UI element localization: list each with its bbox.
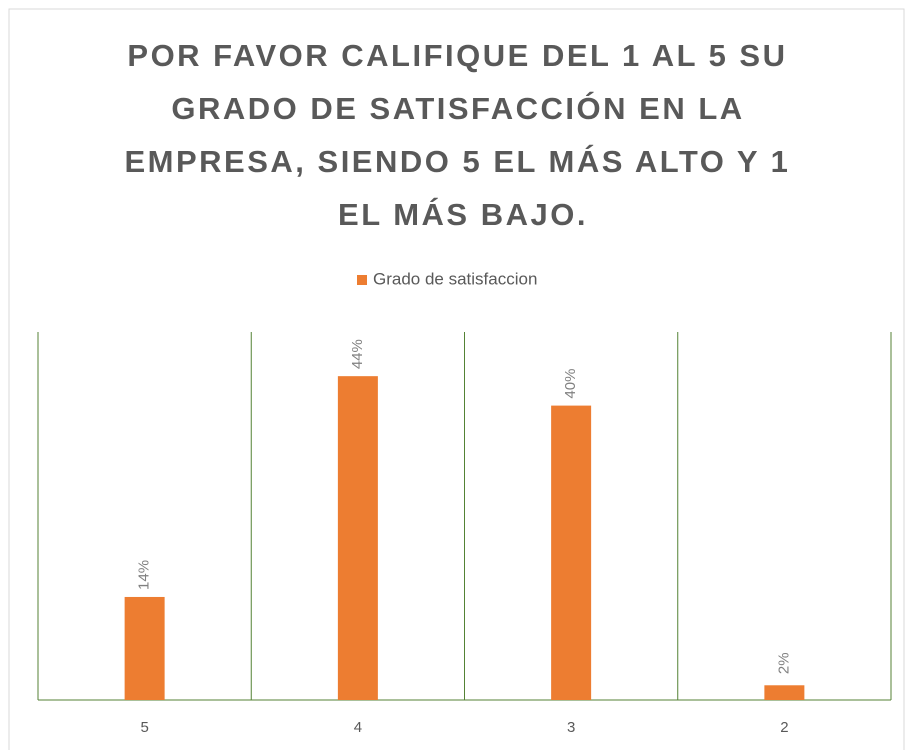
bar bbox=[551, 405, 592, 700]
data-label: 2% bbox=[775, 652, 792, 674]
data-label: 44% bbox=[349, 339, 366, 369]
data-label: 14% bbox=[136, 560, 153, 590]
bar bbox=[337, 376, 378, 700]
chart-title: POR FAVOR CALIFIQUE DEL 1 AL 5 SU GRADO … bbox=[124, 38, 801, 232]
data-label: 40% bbox=[562, 369, 579, 399]
x-tick-label: 3 bbox=[567, 719, 575, 736]
x-tick-label: 4 bbox=[354, 719, 362, 736]
x-tick-label: 2 bbox=[780, 719, 788, 736]
x-tick-label: 5 bbox=[140, 719, 148, 736]
bar bbox=[764, 685, 805, 700]
chart-frame bbox=[8, 8, 905, 750]
legend-swatch bbox=[357, 275, 367, 285]
bar bbox=[124, 596, 165, 700]
legend-label: Grado de satisfaccion bbox=[373, 269, 537, 288]
